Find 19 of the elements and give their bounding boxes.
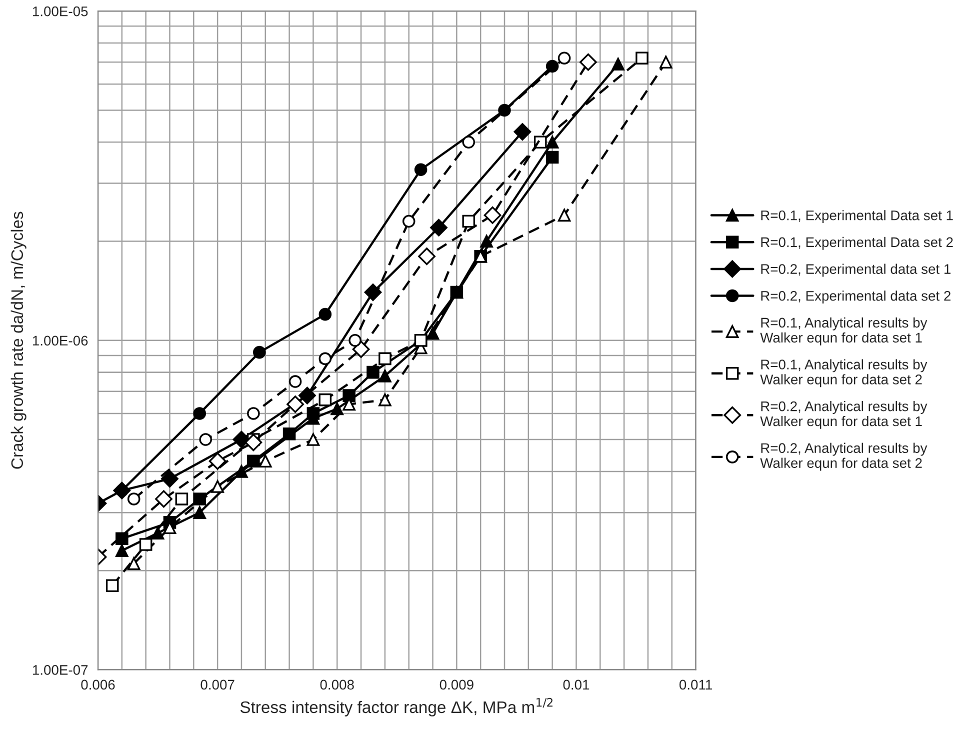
y-axis-title: Crack growth rate da/dN, m/Cycles (10, 212, 26, 469)
x-tick-label: 0.01 (563, 680, 590, 690)
y-tick-label: 1.00E-05 (32, 6, 88, 16)
y-tick-label: 1.00E-07 (32, 665, 88, 675)
legend-label: R=0.2, Analytical results by Walker equn for data set 2 (760, 442, 928, 471)
legend-label: R=0.1, Experimental Data set 1 (761, 210, 953, 224)
y-tick-label: 1.00E-06 (32, 336, 88, 346)
legend-label: R=0.2, Analytical results by Walker equn for data set 1 (760, 401, 928, 429)
x-tick-label: 0.009 (440, 680, 474, 690)
x-axis-title: Stress intensity factor range ΔK, MPa m$^{1/2}$ (240, 698, 552, 716)
x-tick-label: 0.008 (320, 680, 354, 690)
legend-label: R=0.2, Experimental data set 2 (761, 290, 950, 304)
x-tick-label: 0.006 (81, 680, 115, 690)
x-tick-label: 0.007 (200, 680, 234, 690)
legend-label: R=0.2, Experimental data set 1 (761, 264, 951, 277)
x-tick-label: 0.011 (679, 680, 712, 690)
legend-label: R=0.1, Experimental Data set 2 (761, 236, 953, 250)
legend-label: R=0.1, Analytical results by Walker equn for data set 2 (760, 359, 928, 388)
legend-label: R=0.1, Analytical results by Walker equn for data set 1 (760, 317, 928, 346)
